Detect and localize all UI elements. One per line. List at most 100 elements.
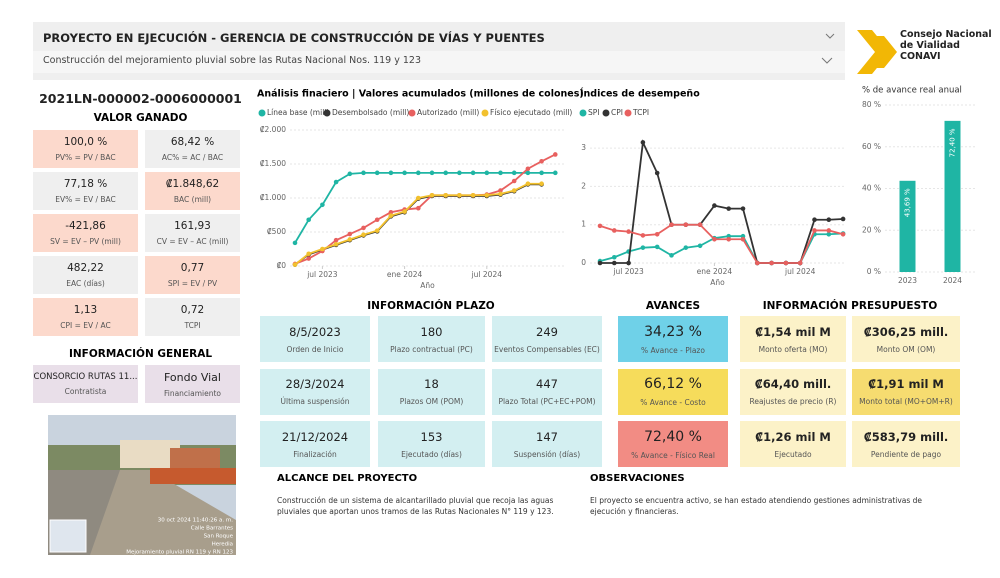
card-value: 147	[536, 429, 558, 444]
card-value: 1,13	[73, 304, 98, 316]
section-title: ALCANCE DEL PROYECTO	[277, 473, 418, 484]
chart-title: % de avance real anual	[862, 86, 962, 96]
header-title: PROYECTO EN EJECUCIÓN - GERENCIA DE CONS…	[43, 31, 545, 45]
kpi-card: 77,18 % EV% = EV / BAC	[33, 172, 138, 210]
point	[292, 240, 298, 246]
point	[374, 170, 380, 176]
point	[347, 231, 353, 237]
card-label: Plazo contractual (PC)	[390, 344, 473, 354]
point	[388, 170, 394, 176]
section-title: AVANCES	[645, 300, 701, 312]
photo-caption: San Roque	[204, 534, 234, 540]
section-title: INFORMACIÓN PRESUPUESTO	[762, 300, 938, 312]
dropdown[interactable]	[33, 51, 845, 73]
card-value: 66,12 %	[644, 376, 702, 392]
card-value: Fondo Vial	[164, 370, 221, 384]
point	[755, 260, 760, 266]
series-line	[600, 139, 844, 264]
point	[402, 170, 407, 176]
plazo-card: 180 Plazo contractual (PC)	[378, 316, 485, 362]
point	[429, 170, 435, 176]
point	[333, 241, 339, 247]
point	[726, 206, 731, 211]
x-tick-label: ene 2024	[697, 267, 733, 276]
logo-text: CONAVI	[900, 51, 941, 62]
legend-label: SPI	[588, 108, 600, 117]
plazo-card: 21/12/2024 Finalización	[260, 421, 370, 467]
info-card: CONSORCIO RUTAS 11... Contratista	[33, 365, 138, 403]
card-label: Financiamiento	[163, 388, 222, 398]
point	[612, 228, 617, 233]
point	[553, 152, 558, 157]
card-value: ₡64,40 mill.	[754, 377, 832, 391]
card-value: -421,86	[65, 220, 106, 232]
card-label: Contratista	[64, 387, 107, 396]
section-title: OBSERVACIONES	[590, 473, 685, 484]
card-value: 482,22	[67, 262, 104, 274]
kpi-card: -421,86 SV = EV – PV (mill)	[33, 214, 138, 252]
budget-card: ₡306,25 mill. Monto OM (OM)	[852, 316, 960, 362]
chart-title: Índices de desempeño	[580, 88, 700, 100]
point	[347, 171, 353, 177]
point	[539, 158, 544, 164]
y-tick-label: 1	[581, 220, 586, 229]
y-tick-label: ₡500	[267, 227, 286, 236]
point	[320, 202, 325, 208]
card-label: EV% = EV / BAC	[55, 195, 116, 204]
y-tick-label: 80 %	[862, 100, 881, 109]
avance-card: 34,23 % % Avance - Plazo	[618, 316, 728, 362]
point	[654, 231, 660, 237]
point	[826, 228, 832, 233]
card-label: BAC (mill)	[173, 195, 212, 204]
section-title: INFORMACIÓN GENERAL	[68, 348, 213, 360]
card-value: ₡1,26 mil M	[755, 429, 831, 444]
y-tick-label: 0	[581, 258, 586, 267]
legend-label: Desembolsado (mill)	[332, 108, 409, 117]
point	[320, 246, 325, 252]
point	[654, 244, 660, 250]
point	[484, 192, 490, 198]
point	[826, 217, 832, 223]
card-value: ₡583,79 mill.	[863, 429, 949, 444]
card-value: 100,0 %	[63, 136, 108, 148]
photo	[48, 415, 236, 555]
y-tick-label: 60 %	[862, 142, 881, 151]
plazo-card: 8/5/2023 Orden de Inicio	[260, 316, 370, 362]
photo-caption: 30 oct 2024 11:40:26 a. m.	[158, 518, 233, 524]
card-value: 34,23 %	[644, 323, 702, 340]
legend-label: CPI	[611, 108, 623, 117]
card-value: 72,40 %	[644, 428, 702, 445]
chevron	[821, 57, 833, 64]
point	[669, 222, 674, 228]
logo-icon	[857, 30, 897, 74]
point	[740, 206, 746, 211]
x-axis-label: Año	[420, 281, 435, 290]
photo-caption: Calle Barrantes	[191, 526, 233, 532]
y-tick-label: ₡1.500	[260, 159, 286, 168]
series-line	[599, 223, 844, 264]
avance-card: 72,40 % % Avance - Físico Real	[618, 421, 728, 467]
point	[812, 228, 817, 233]
legend-label: Línea base (mill)	[267, 108, 329, 117]
logo-text: Consejo Nacional	[900, 29, 992, 40]
point	[443, 192, 449, 198]
point	[306, 256, 312, 261]
kpi-card: 1,13 CPI = EV / AC	[33, 298, 138, 336]
point	[697, 243, 703, 249]
y-tick-label: 40 %	[862, 184, 881, 193]
point	[712, 203, 717, 208]
plazo-card: 28/3/2024 Última suspensión	[260, 368, 370, 415]
card-label: Finalización	[293, 449, 337, 459]
x-tick-label: jul 2024	[471, 270, 503, 279]
budget-card: ₡1,54 mil M Monto oferta (MO)	[740, 316, 846, 362]
x-tick-label: 2023	[898, 276, 917, 285]
card-label: % Avance - Físico Real	[631, 450, 715, 460]
header-subtitle: Construcción del mejoramiento pluvial so…	[43, 55, 422, 66]
bar	[899, 180, 916, 272]
chart-title: Análisis finaciero | Valores acumulados …	[257, 89, 584, 100]
card-value: 68,42 %	[170, 136, 215, 148]
point	[626, 229, 631, 234]
card-label: Suspensión (días)	[513, 449, 581, 459]
x-tick-label: jul 2024	[784, 267, 816, 276]
point	[612, 254, 617, 260]
